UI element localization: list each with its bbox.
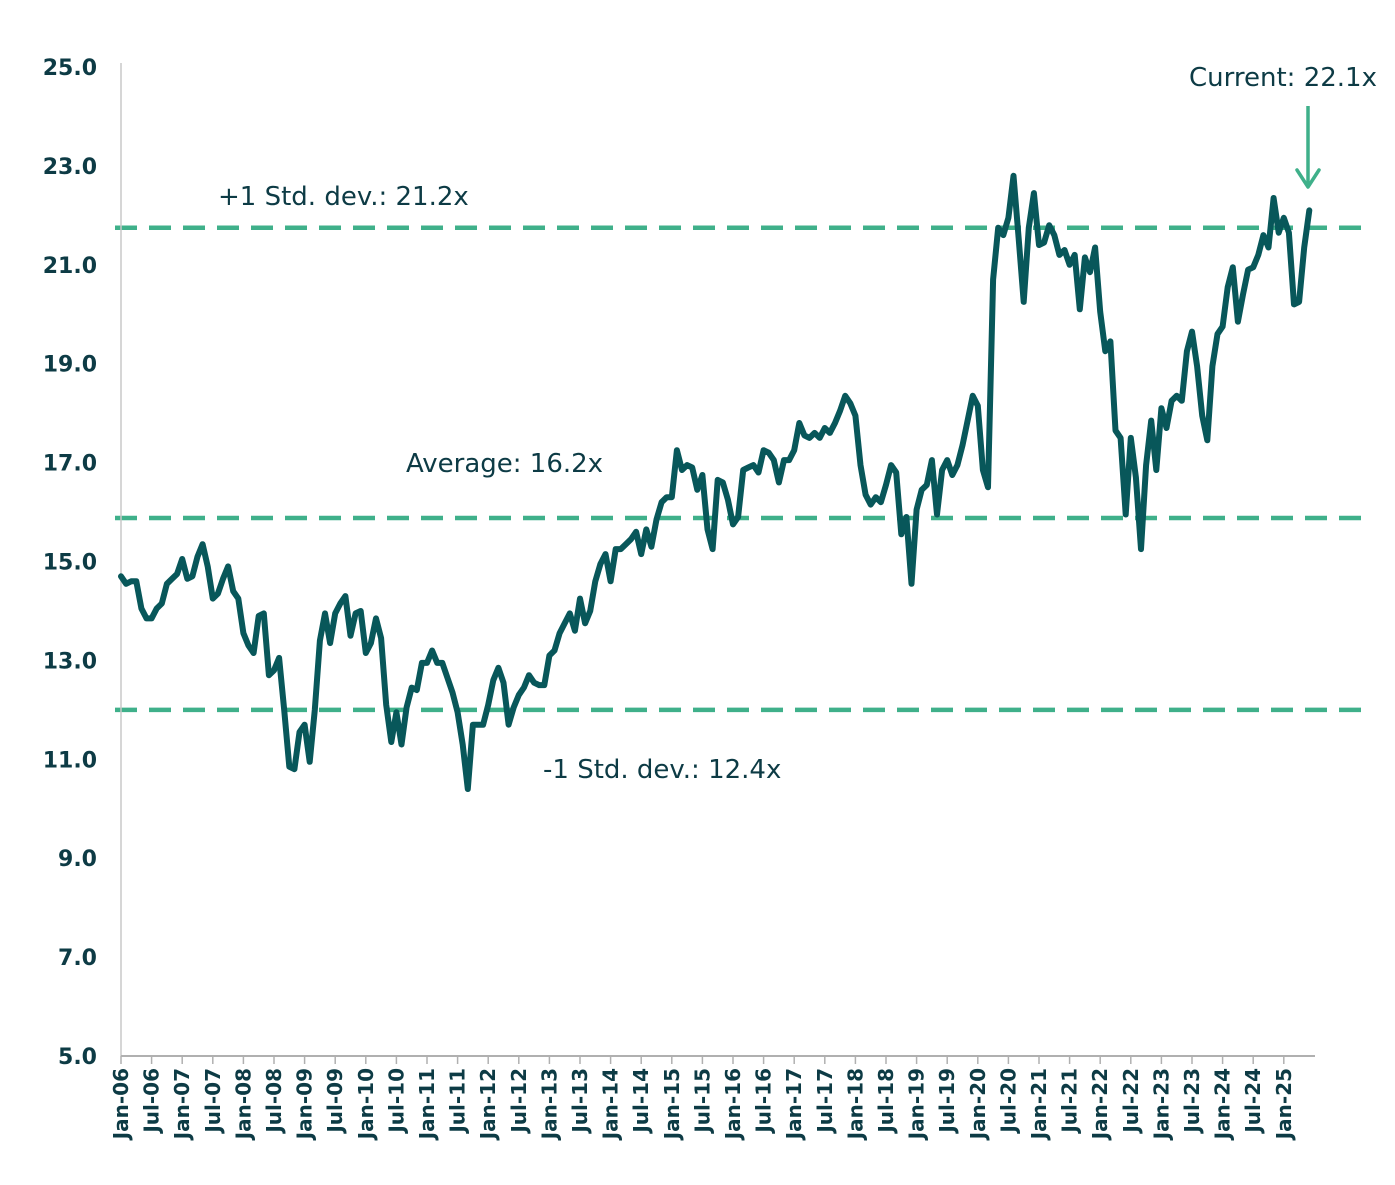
x-tick-label: Jul-16 <box>752 1068 776 1135</box>
x-tick-label: Jan-08 <box>231 1068 255 1141</box>
x-tick-label: Jan-07 <box>170 1068 194 1141</box>
x-tick-label: Jul-18 <box>874 1068 898 1135</box>
y-tick-label: 21.0 <box>43 254 97 279</box>
x-tick-label: Jan-09 <box>293 1068 317 1141</box>
y-tick-label: 23.0 <box>43 155 97 180</box>
x-tick-label: Jan-19 <box>905 1068 929 1141</box>
average-label: Average: 16.2x <box>406 449 603 479</box>
y-tick-label: 15.0 <box>43 551 97 576</box>
plus-one-std-dev-label: +1 Std. dev.: 21.2x <box>218 182 469 212</box>
y-tick-label: 13.0 <box>43 649 97 674</box>
y-tick-label: 9.0 <box>58 847 97 872</box>
x-tick-label: Jan-10 <box>354 1068 378 1141</box>
x-tick-label: Jan-20 <box>966 1068 990 1141</box>
x-tick-label: Jul-24 <box>1241 1068 1265 1135</box>
x-tick-label: Jan-14 <box>599 1068 623 1141</box>
series-line <box>118 172 1313 792</box>
x-tick-label: Jul-21 <box>1058 1068 1082 1135</box>
x-tick-label: Jan-23 <box>1149 1068 1173 1141</box>
x-tick-label: Jan-24 <box>1211 1068 1235 1141</box>
y-tick-label: 19.0 <box>43 353 97 378</box>
y-tick-label: 25.0 <box>43 56 97 81</box>
x-tick-label: Jul-10 <box>384 1068 408 1135</box>
x-tick-label: Jan-06 <box>109 1068 133 1141</box>
x-tick-label: Jul-12 <box>507 1068 531 1135</box>
current-value-label: Current: 22.1x <box>1189 63 1377 93</box>
current-arrow-icon <box>1295 106 1321 189</box>
x-tick-label: Jul-20 <box>996 1068 1020 1135</box>
x-tick-label: Jan-15 <box>660 1068 684 1141</box>
x-tick-label: Jan-16 <box>721 1068 745 1141</box>
x-tick-label: Jul-17 <box>813 1068 837 1135</box>
x-tick-label: Jul-22 <box>1119 1068 1143 1135</box>
x-tick-label: Jul-06 <box>140 1068 164 1135</box>
x-tick-label: Jan-13 <box>537 1068 561 1141</box>
x-tick-label: Jul-07 <box>201 1068 225 1135</box>
x-tick-label: Jan-21 <box>1027 1068 1051 1141</box>
x-tick-label: Jul-14 <box>629 1068 653 1135</box>
arrow-head <box>1295 168 1321 189</box>
x-tick-label: Jan-17 <box>782 1068 806 1141</box>
x-tick-label: Jul-11 <box>446 1068 470 1135</box>
y-tick-label: 5.0 <box>58 1045 97 1070</box>
x-tick-label: Jul-08 <box>262 1068 286 1135</box>
y-tick-label: 11.0 <box>43 748 97 773</box>
x-tick-label: Jul-23 <box>1180 1068 1204 1135</box>
reference-lines <box>115 225 1372 713</box>
x-tick-label: Jan-22 <box>1088 1068 1112 1141</box>
x-tick-label: Jul-19 <box>935 1068 959 1135</box>
axes <box>120 63 1315 1057</box>
minus-one-std-dev-label: -1 Std. dev.: 12.4x <box>543 755 781 785</box>
x-axis-ticks: Jan-06 Jul-06 Jan-07 Jul-07 Jan-08 Jul-08 Jan-… <box>109 1056 1296 1141</box>
x-tick-label: Jan-12 <box>476 1068 500 1141</box>
x-tick-label: Jan-18 <box>843 1068 867 1141</box>
x-tick-label: Jul-13 <box>568 1068 592 1135</box>
series-layer <box>118 172 1313 792</box>
x-tick-label: Jul-15 <box>690 1068 714 1135</box>
y-tick-label: 17.0 <box>43 452 97 477</box>
y-tick-label: 7.0 <box>58 946 97 971</box>
x-tick-label: Jul-09 <box>323 1068 347 1135</box>
x-tick-label: Jan-25 <box>1272 1068 1296 1141</box>
x-tick-label: Jan-11 <box>415 1068 439 1141</box>
y-axis-ticks: 5.0 7.0 9.0 11.0 13.0 15.0 17.0 19.0 21.0 23.0 25.… <box>43 56 97 1070</box>
